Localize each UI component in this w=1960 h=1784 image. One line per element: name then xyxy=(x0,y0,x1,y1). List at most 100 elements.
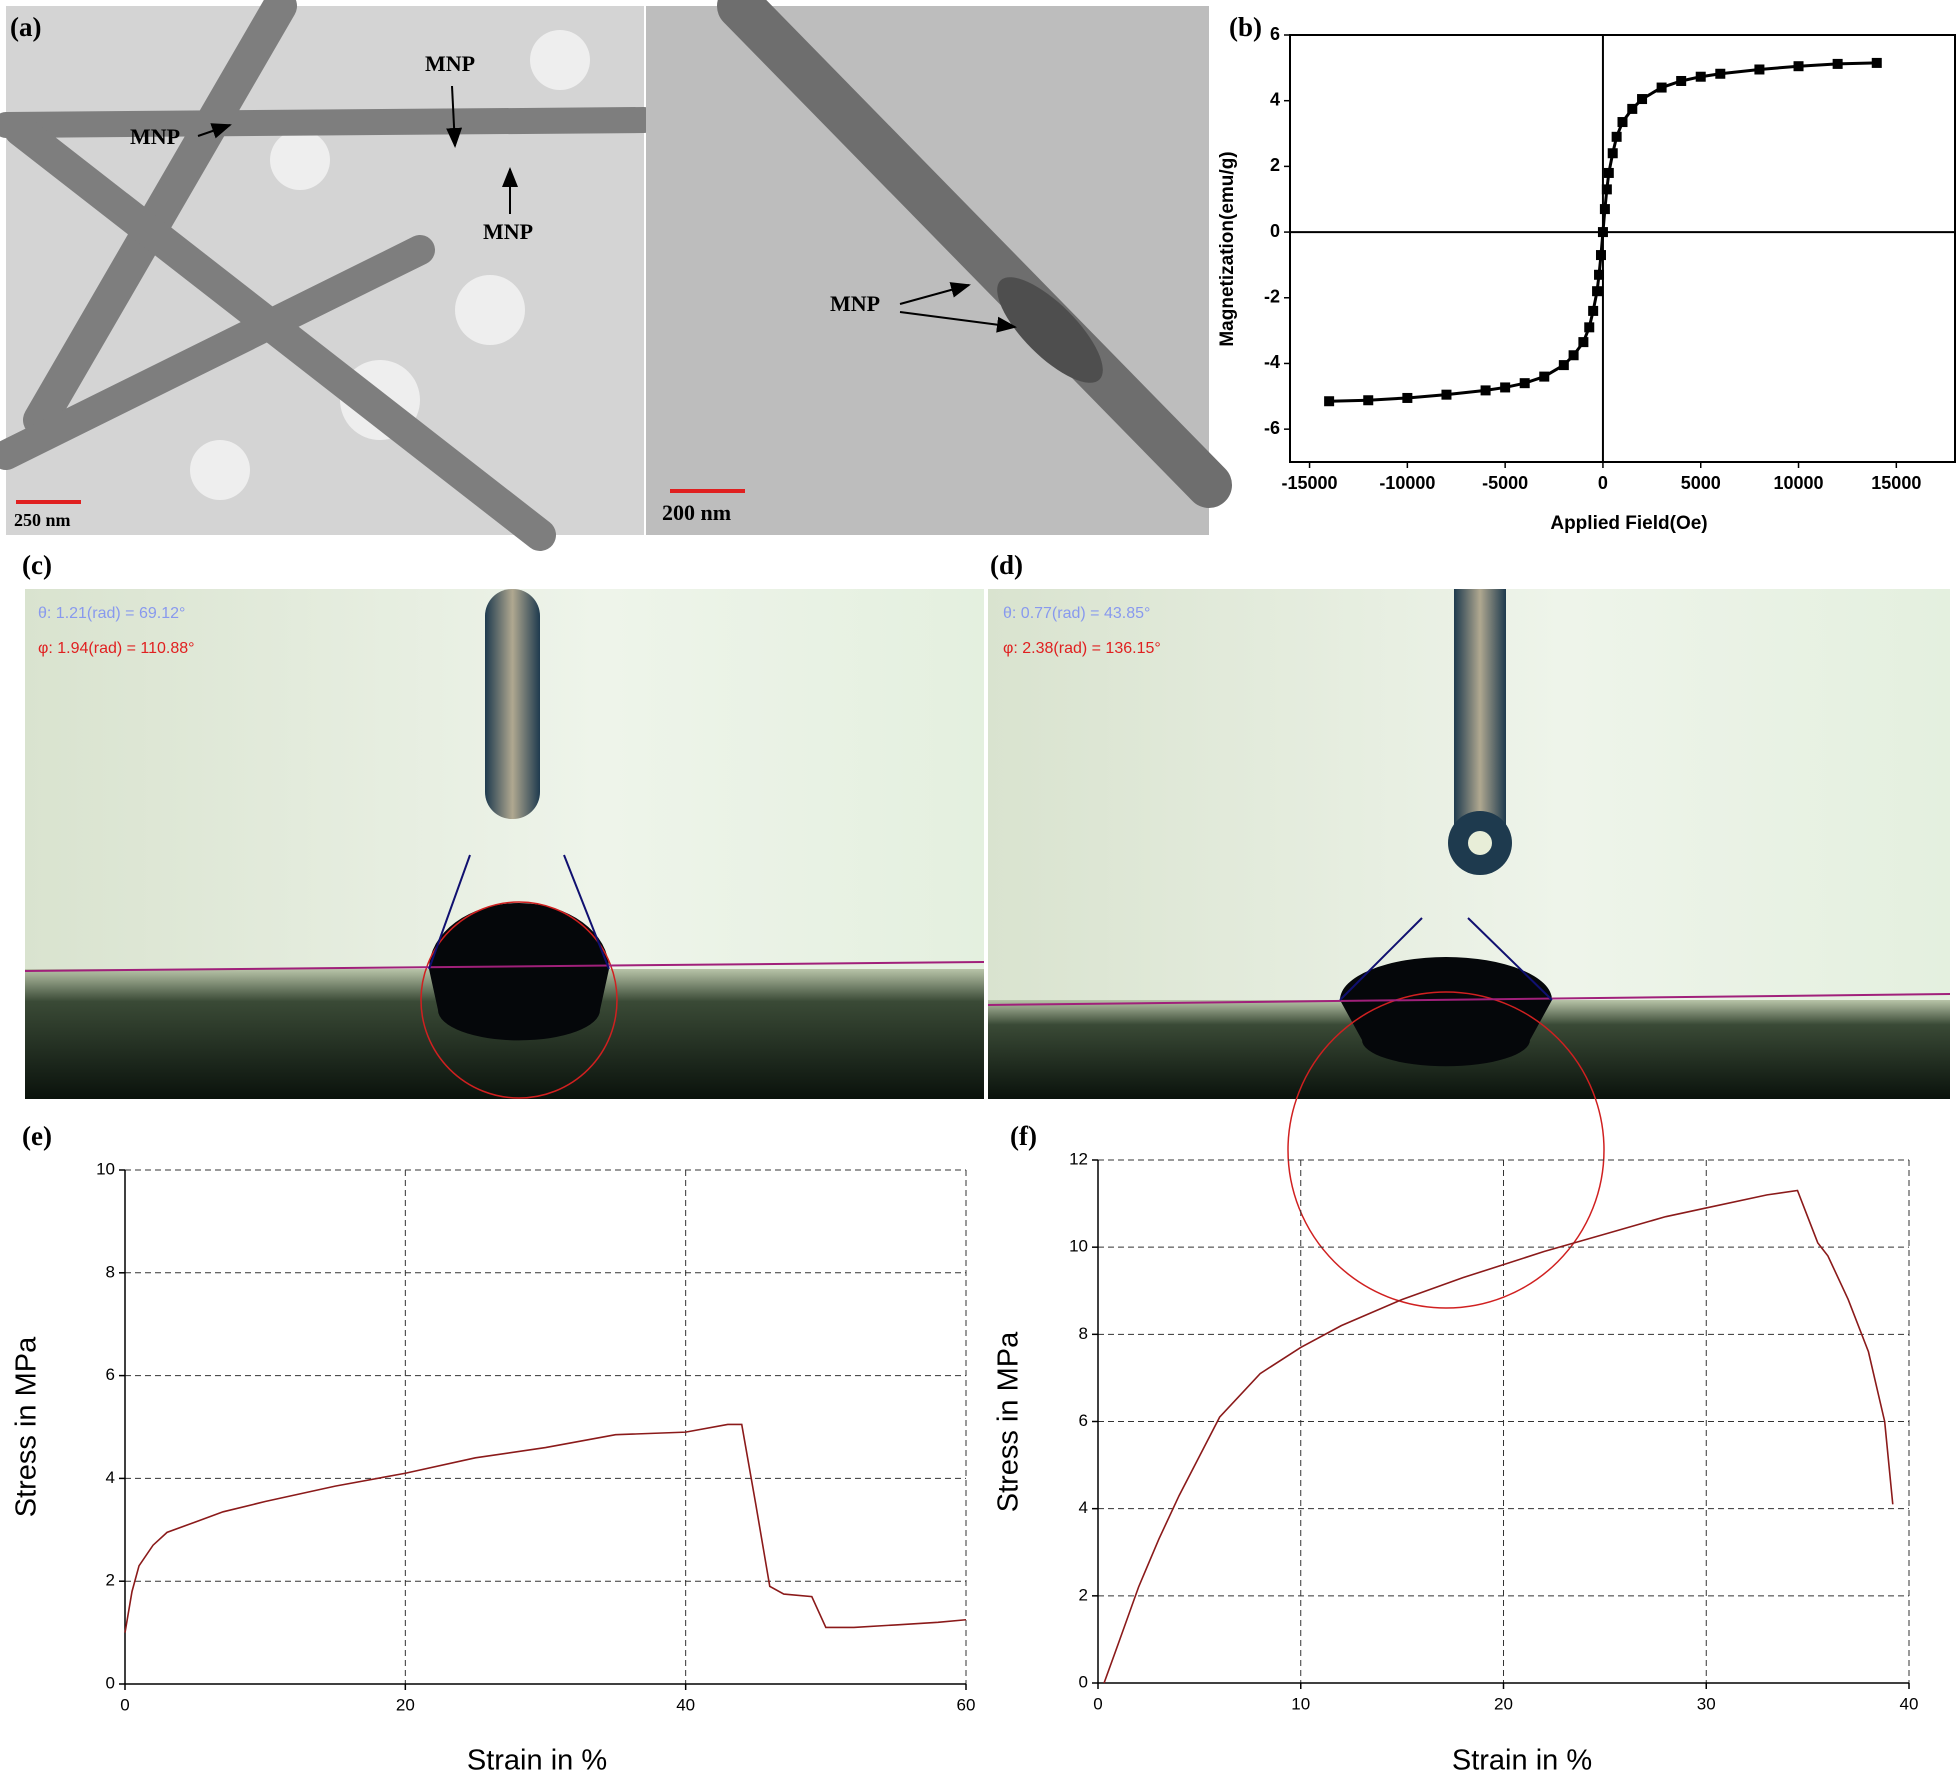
annotation: MNP xyxy=(830,291,880,316)
annotation: MNP xyxy=(425,51,475,76)
data-point xyxy=(1637,94,1648,105)
y-tick-label: 0 xyxy=(106,1673,115,1692)
annotation: MNP xyxy=(483,219,533,244)
data-point xyxy=(1402,392,1413,403)
y-tick-label: -6 xyxy=(1264,418,1280,438)
angle-label: φ: 2.38(rad) = 136.15° xyxy=(1003,640,1161,657)
panel-label: (a) xyxy=(10,12,41,42)
tem-image-left xyxy=(0,0,657,551)
data-point xyxy=(1656,82,1667,93)
annotation: MNP xyxy=(130,124,180,149)
x-axis-label: Strain in % xyxy=(467,1745,607,1777)
data-point xyxy=(1695,71,1706,82)
contact-angle-image xyxy=(24,589,985,1099)
data-point xyxy=(1595,250,1606,261)
data-point xyxy=(1617,117,1628,128)
data-point xyxy=(1793,61,1804,72)
data-point xyxy=(1676,75,1687,86)
tem-image-right xyxy=(646,0,1232,535)
x-tick-label: 15000 xyxy=(1871,473,1921,493)
y-axis-label: Stress in MPa xyxy=(11,1336,43,1517)
angle-label: θ: 1.21(rad) = 69.12° xyxy=(38,605,185,622)
x-tick-label: -5000 xyxy=(1482,473,1528,493)
data-point xyxy=(1597,227,1608,238)
data-point xyxy=(1568,350,1579,361)
angle-label: θ: 0.77(rad) = 43.85° xyxy=(1003,605,1150,622)
y-tick-label: 8 xyxy=(106,1262,115,1281)
data-line xyxy=(1103,1189,1894,1684)
panel-label: (f) xyxy=(1010,1121,1037,1151)
arrow xyxy=(197,123,232,139)
y-tick-label: 2 xyxy=(106,1571,115,1590)
y-tick-label: 4 xyxy=(106,1468,115,1487)
data-point xyxy=(1539,371,1550,382)
data-point xyxy=(1500,382,1511,393)
data-point xyxy=(1603,167,1614,178)
data-point xyxy=(1627,103,1638,114)
data-point xyxy=(1832,58,1843,69)
data-point xyxy=(1441,389,1452,400)
data-point xyxy=(1871,57,1882,68)
y-tick-label: 0 xyxy=(1079,1672,1088,1691)
data-point xyxy=(1715,68,1726,79)
y-tick-label: -4 xyxy=(1264,352,1280,372)
data-line xyxy=(124,1423,967,1633)
y-tick-label: -2 xyxy=(1264,287,1280,307)
panel-label: (e) xyxy=(22,1121,52,1151)
data-point xyxy=(1324,396,1335,407)
data-point xyxy=(1601,184,1612,195)
y-tick-label: 8 xyxy=(1079,1324,1088,1343)
y-tick-label: 2 xyxy=(1079,1585,1088,1604)
x-axis-label: Applied Field(Oe) xyxy=(1550,513,1707,534)
scale-bar-label: 250 nm xyxy=(14,510,71,530)
data-point xyxy=(1584,322,1595,333)
data-point xyxy=(1588,305,1599,316)
y-axis-label: Stress in MPa xyxy=(993,1331,1025,1512)
arrow xyxy=(899,311,1017,333)
data-point xyxy=(1480,385,1491,396)
x-tick-label: -10000 xyxy=(1379,473,1435,493)
data-point xyxy=(1599,204,1610,215)
y-tick-label: 10 xyxy=(1069,1237,1088,1256)
y-tick-label: 6 xyxy=(1270,24,1280,44)
x-tick-label: 40 xyxy=(1900,1694,1919,1713)
scale-bar-label: 200 nm xyxy=(662,500,731,525)
x-tick-label: 60 xyxy=(957,1695,976,1714)
angle-label: φ: 1.94(rad) = 110.88° xyxy=(38,640,195,657)
x-tick-label: 0 xyxy=(120,1695,129,1714)
contact-angle-image xyxy=(987,589,1951,1309)
data-point xyxy=(1754,64,1765,75)
data-point xyxy=(1592,286,1603,297)
panel-label: (b) xyxy=(1229,12,1262,42)
panel-label: (d) xyxy=(990,550,1023,580)
y-tick-label: 2 xyxy=(1270,155,1280,175)
x-tick-label: 20 xyxy=(396,1695,415,1714)
data-point xyxy=(1611,131,1622,142)
x-tick-label: 40 xyxy=(676,1695,695,1714)
y-tick-label: 6 xyxy=(1079,1411,1088,1430)
x-tick-label: 10 xyxy=(1291,1694,1310,1713)
x-tick-label: 0 xyxy=(1093,1694,1102,1713)
x-tick-label: 10000 xyxy=(1773,473,1823,493)
panel-label: (c) xyxy=(22,550,52,580)
arrow xyxy=(446,85,463,148)
x-tick-label: -15000 xyxy=(1282,473,1338,493)
data-point xyxy=(1594,269,1605,280)
data-point xyxy=(1558,360,1569,371)
data-point xyxy=(1578,337,1589,348)
y-tick-label: 10 xyxy=(96,1159,115,1178)
y-tick-label: 0 xyxy=(1270,221,1280,241)
x-axis-label: Strain in % xyxy=(1452,1745,1592,1777)
arrow xyxy=(899,282,971,305)
data-point xyxy=(1607,148,1618,159)
plot-frame xyxy=(1289,34,1956,463)
x-tick-label: 5000 xyxy=(1681,473,1721,493)
y-tick-label: 4 xyxy=(1270,89,1280,109)
data-point xyxy=(1519,378,1530,389)
y-axis-label: Magnetization(emu/g) xyxy=(1217,151,1238,346)
y-tick-label: 4 xyxy=(1079,1498,1088,1517)
x-tick-label: 20 xyxy=(1494,1694,1513,1713)
y-tick-label: 6 xyxy=(106,1365,115,1384)
data-point xyxy=(1363,395,1374,406)
